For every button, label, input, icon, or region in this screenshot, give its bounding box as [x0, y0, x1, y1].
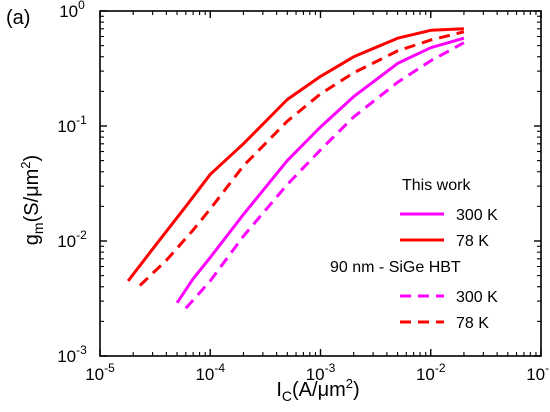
y-tick-label: 10-3 — [57, 343, 87, 366]
legend-entry-label: 78 K — [456, 315, 489, 332]
x-tick-label: 10-3 — [306, 361, 336, 384]
series-line-1 — [126, 27, 464, 282]
y-axis-title: gm(S/μm2) — [18, 155, 46, 245]
legend-group-title: 90 nm - SiGe HBT — [330, 259, 461, 276]
series-line-3 — [138, 30, 465, 287]
legend-entry-label: 78 K — [456, 233, 489, 250]
x-tick-label: 10-1 — [526, 361, 550, 384]
legend-entry-label: 300 K — [456, 207, 498, 224]
series-layer — [126, 27, 465, 310]
series-line-0 — [175, 36, 465, 304]
y-tick-label: 10-1 — [57, 113, 87, 136]
axes: 10-5 10-4 10-3 10-2 10-1 10-3 10-2 10-1 100 — [57, 0, 550, 384]
x-tick-label: 10-4 — [195, 361, 225, 384]
y-tick-label: 10-2 — [57, 228, 87, 251]
panel-label: (a) — [6, 7, 30, 29]
legend-group-title: This work — [402, 177, 471, 194]
series-line-2 — [184, 41, 465, 310]
y-tick-label: 100 — [59, 0, 85, 21]
x-tick-label: 10-2 — [416, 361, 446, 384]
legend-entry-label: 300 K — [456, 289, 498, 306]
legend: This work 300 K 78 K 90 nm - SiGe HBT 300 K 7… — [330, 177, 498, 332]
x-tick-label: 10-5 — [85, 361, 115, 384]
x-axis-title: IC(A/μm2) — [276, 376, 359, 404]
